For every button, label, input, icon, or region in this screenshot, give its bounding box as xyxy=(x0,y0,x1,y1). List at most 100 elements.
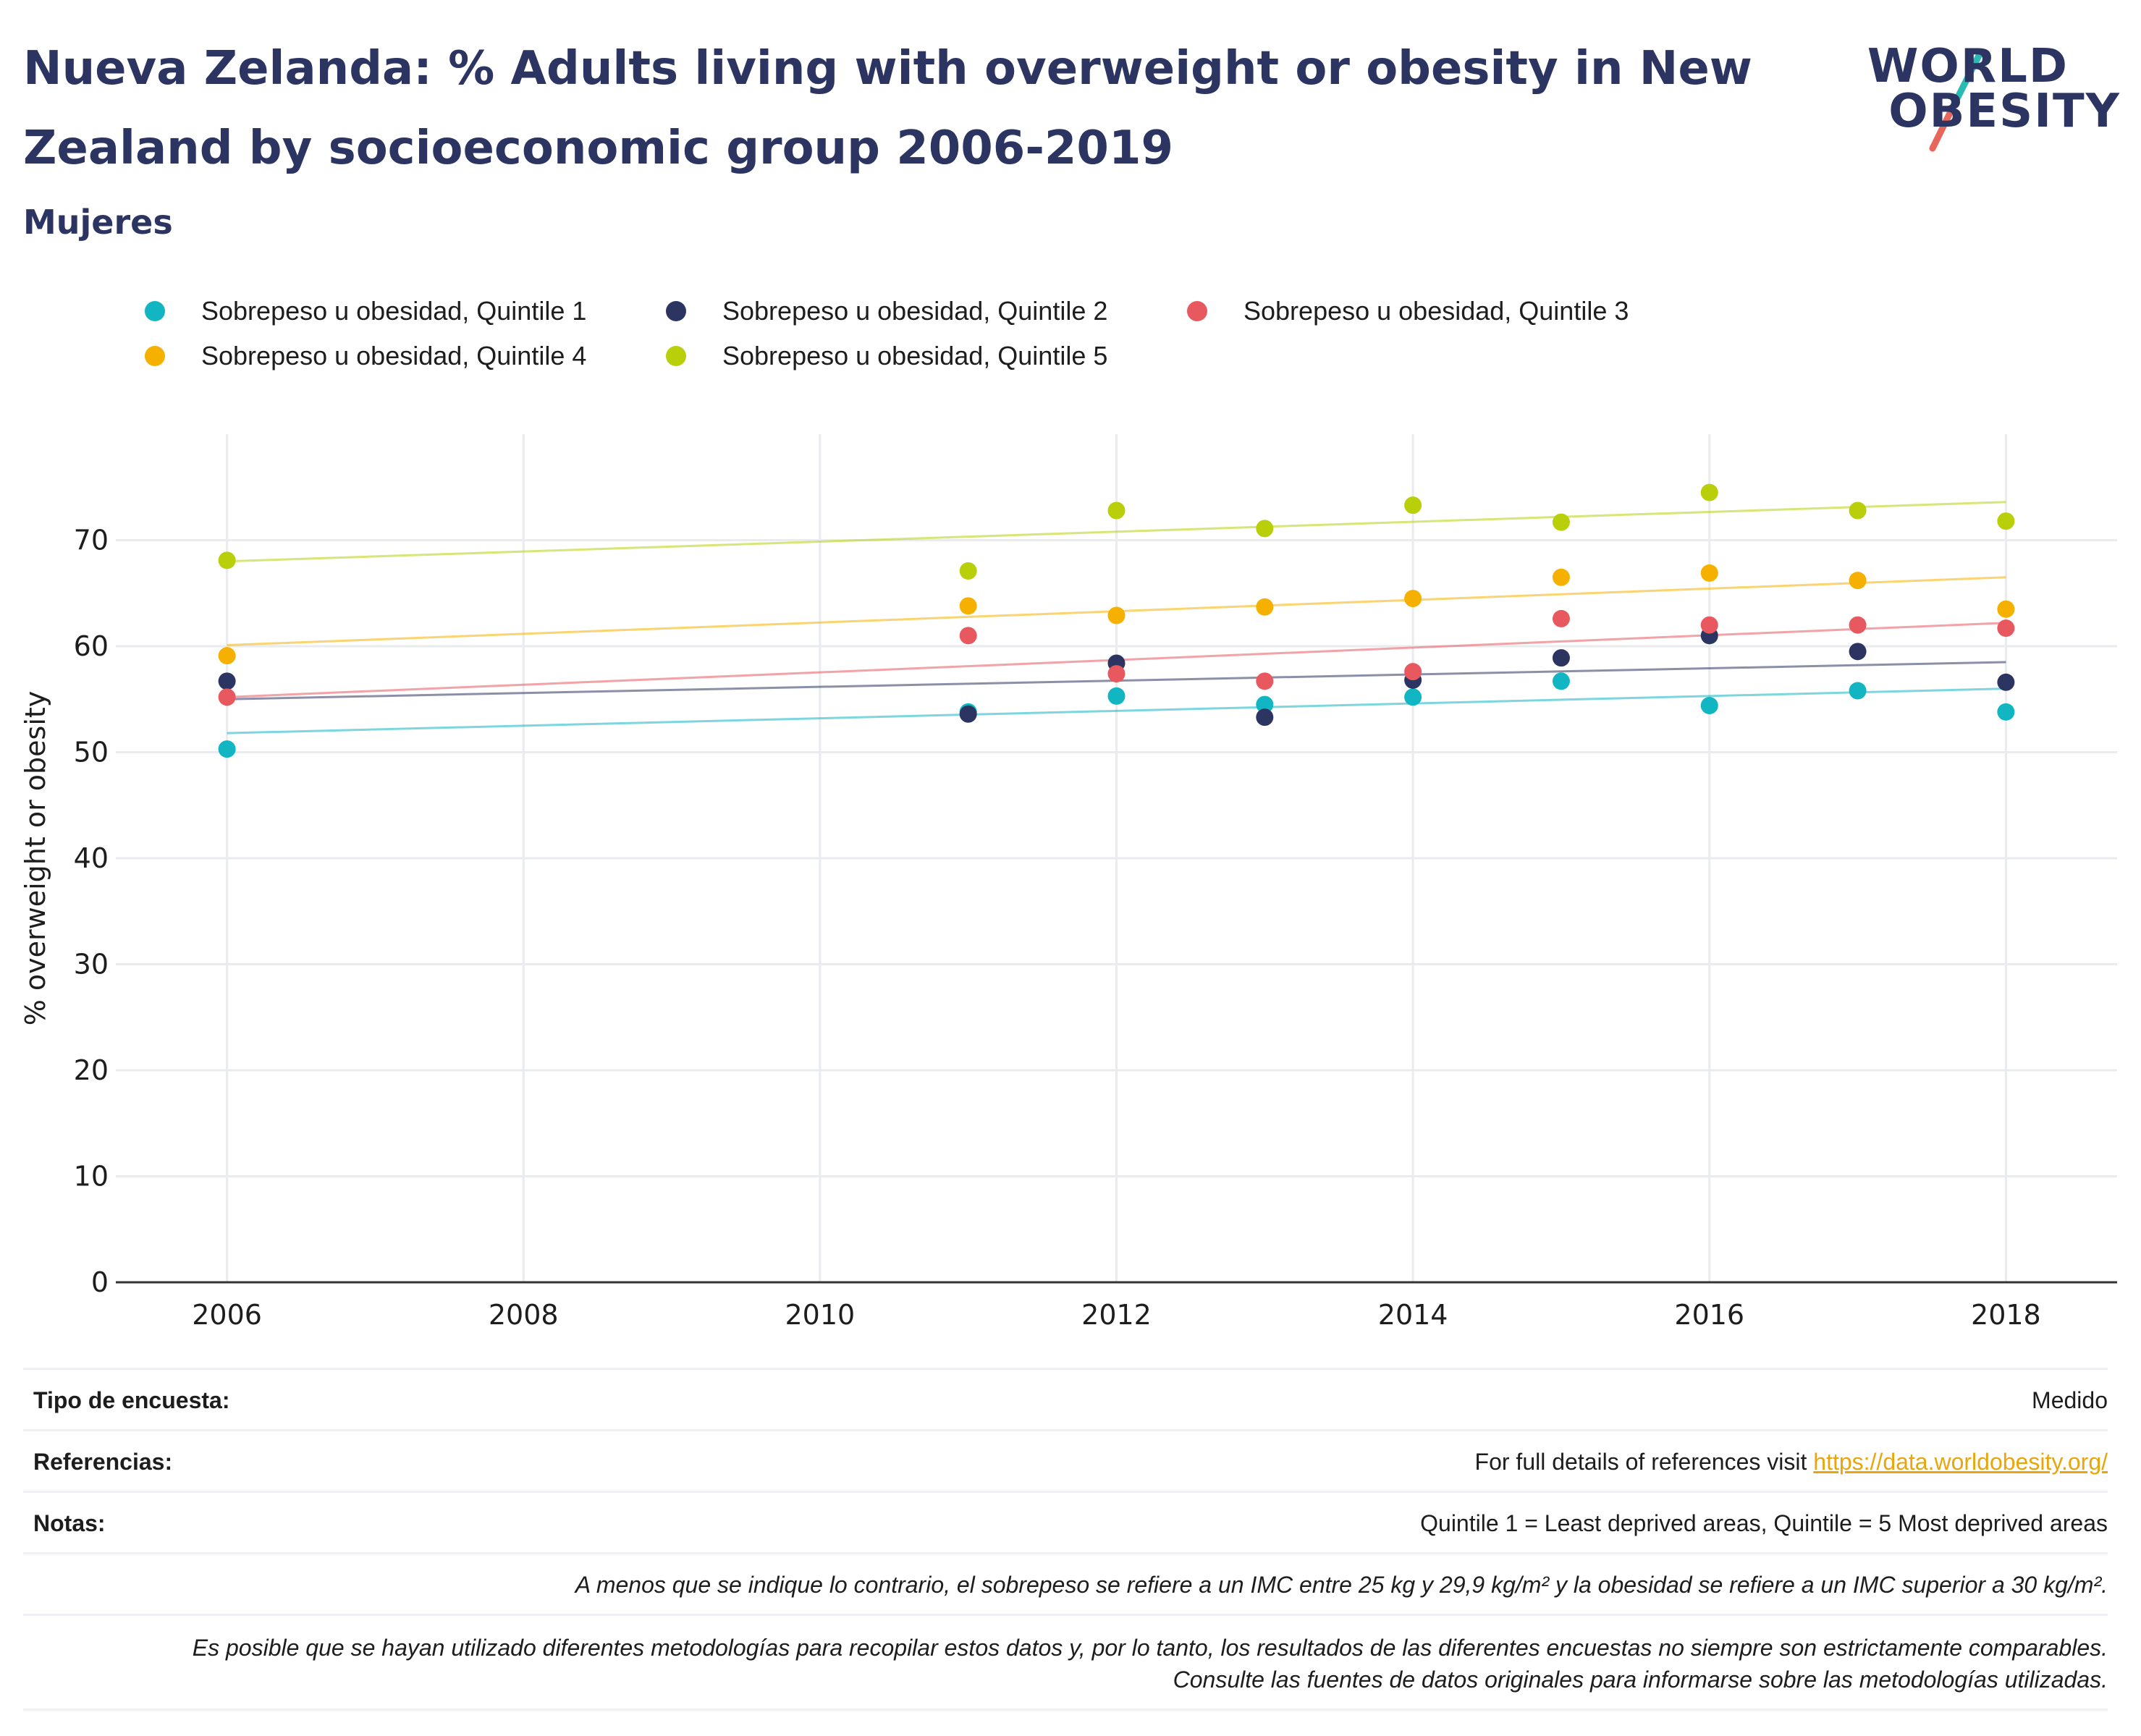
data-point xyxy=(1552,649,1570,667)
data-point xyxy=(1256,672,1274,690)
chart-gridlines xyxy=(116,434,2117,1282)
data-point xyxy=(1700,564,1718,582)
x-tick-label: 2010 xyxy=(785,1299,856,1331)
legend-label: Sobrepeso u obesidad, Quintile 4 xyxy=(201,341,587,371)
data-point xyxy=(1700,483,1718,501)
data-point xyxy=(1997,619,2015,638)
references-label: Referencias: xyxy=(33,1449,173,1475)
data-point xyxy=(1997,703,2015,721)
data-point xyxy=(1404,663,1422,681)
legend-item-quintile-1[interactable]: Sobrepeso u obesidad, Quintile 1 xyxy=(145,289,586,333)
data-point xyxy=(1700,697,1718,715)
y-tick-label: 10 xyxy=(74,1161,109,1193)
legend-label: Sobrepeso u obesidad, Quintile 3 xyxy=(1243,296,1629,326)
y-tick-label: 20 xyxy=(74,1054,109,1086)
footer-bmi-note-row: A menos que se indique lo contrario, el … xyxy=(23,1552,2108,1614)
chart-footer: Tipo de encuesta: Medido Referencias: Fo… xyxy=(23,1368,2108,1711)
data-point xyxy=(1107,665,1126,683)
legend-label: Sobrepeso u obesidad, Quintile 2 xyxy=(722,296,1108,326)
data-point xyxy=(218,740,236,758)
legend-marker xyxy=(145,301,165,321)
legend-label: Sobrepeso u obesidad, Quintile 5 xyxy=(722,341,1108,371)
legend-marker xyxy=(1187,301,1207,321)
data-point xyxy=(1997,512,2015,530)
logo-text-obesity: OBESITY xyxy=(1888,85,2121,138)
world-obesity-logo: WORLD OBESITY xyxy=(1867,22,2121,152)
references-value: For full details of references visit htt… xyxy=(1475,1449,2108,1475)
legend-item-quintile-5[interactable]: Sobrepeso u obesidad, Quintile 5 xyxy=(666,334,1107,378)
data-point xyxy=(1107,606,1126,624)
references-link[interactable]: https://data.worldobesity.org/ xyxy=(1813,1449,2108,1475)
legend-item-quintile-2[interactable]: Sobrepeso u obesidad, Quintile 2 xyxy=(666,289,1107,333)
y-tick-label: 30 xyxy=(74,949,109,981)
data-point xyxy=(1107,687,1126,705)
trendline xyxy=(227,687,2006,734)
data-point xyxy=(959,627,977,645)
data-point xyxy=(1552,609,1570,627)
x-tick-label: 2014 xyxy=(1378,1299,1448,1331)
chart-subtitle: Mujeres xyxy=(23,203,173,242)
footer-methods-note-row: Es posible que se hayan utilizado difere… xyxy=(23,1614,2108,1711)
legend-item-quintile-4[interactable]: Sobrepeso u obesidad, Quintile 4 xyxy=(145,334,586,378)
data-point xyxy=(218,688,236,706)
y-tick-label: 40 xyxy=(74,842,109,874)
legend-item-quintile-3[interactable]: Sobrepeso u obesidad, Quintile 3 xyxy=(1187,289,1629,333)
data-point xyxy=(1552,672,1570,690)
chart-axes: 2006 2008 2010 2012 2014 2016 2018 0 10 20 30 40 50 6… xyxy=(74,525,2117,1331)
footer-notes-row: Notas: Quintile 1 = Least deprived areas… xyxy=(23,1491,2108,1552)
data-point xyxy=(1404,688,1422,706)
data-point xyxy=(959,597,977,615)
data-point xyxy=(218,647,236,665)
notes-value: Quintile 1 = Least deprived areas, Quint… xyxy=(1420,1510,2108,1536)
data-point xyxy=(1404,590,1422,608)
data-point xyxy=(1849,501,1867,520)
x-tick-label: 2008 xyxy=(489,1299,559,1331)
y-tick-label: 0 xyxy=(91,1266,109,1298)
x-tick-label: 2006 xyxy=(192,1299,262,1331)
methods-disclaimer-note: Es posible que se hayan utilizado difere… xyxy=(192,1635,2108,1693)
legend-label: Sobrepeso u obesidad, Quintile 1 xyxy=(201,296,587,326)
x-tick-label: 2018 xyxy=(1971,1299,2041,1331)
data-point xyxy=(1700,616,1718,634)
trendline xyxy=(227,501,2006,563)
data-points xyxy=(218,483,2015,758)
chart-title: Nueva Zelanda: % Adults living with over… xyxy=(23,42,1752,175)
data-point xyxy=(1552,568,1570,586)
footer-survey-row: Tipo de encuesta: Medido xyxy=(23,1368,2108,1429)
data-point xyxy=(1849,643,1867,661)
y-axis-label: % overweight or obesity xyxy=(20,691,51,1026)
data-point xyxy=(1849,682,1867,700)
bmi-definition-note: A menos que se indique lo contrario, el … xyxy=(575,1572,2108,1598)
data-point xyxy=(1256,708,1274,727)
data-point xyxy=(1997,600,2015,618)
survey-type-label: Tipo de encuesta: xyxy=(33,1387,230,1413)
data-point xyxy=(959,705,977,723)
survey-type-value: Medido xyxy=(2032,1387,2108,1413)
footer-references-row: Referencias: For full details of referen… xyxy=(23,1429,2108,1491)
data-point xyxy=(1256,695,1274,714)
data-point xyxy=(1849,572,1867,590)
x-tick-label: 2012 xyxy=(1081,1299,1152,1331)
data-point xyxy=(1404,496,1422,515)
data-point xyxy=(1997,673,2015,691)
data-point xyxy=(1849,616,1867,634)
y-tick-label: 70 xyxy=(74,525,109,556)
data-point xyxy=(218,551,236,570)
references-text: For full details of references visit xyxy=(1474,1449,1814,1475)
data-point xyxy=(959,562,977,580)
x-tick-label: 2016 xyxy=(1674,1299,1744,1331)
scatter-chart: 2006 2008 2010 2012 2014 2016 2018 0 10 20 30 40 50 6… xyxy=(20,434,2117,1331)
logo-slash-icon xyxy=(1929,51,1983,152)
data-point xyxy=(1107,501,1126,520)
data-point xyxy=(1256,598,1274,616)
y-tick-label: 60 xyxy=(74,630,109,662)
data-point xyxy=(1552,513,1570,531)
logo-text-world: WORLD xyxy=(1867,40,2069,93)
notes-label: Notas: xyxy=(33,1510,106,1536)
legend-marker xyxy=(666,301,686,321)
legend-marker xyxy=(145,346,165,366)
data-point xyxy=(218,672,236,690)
data-point xyxy=(1256,520,1274,538)
legend-marker xyxy=(666,346,686,366)
y-tick-label: 50 xyxy=(74,737,109,769)
